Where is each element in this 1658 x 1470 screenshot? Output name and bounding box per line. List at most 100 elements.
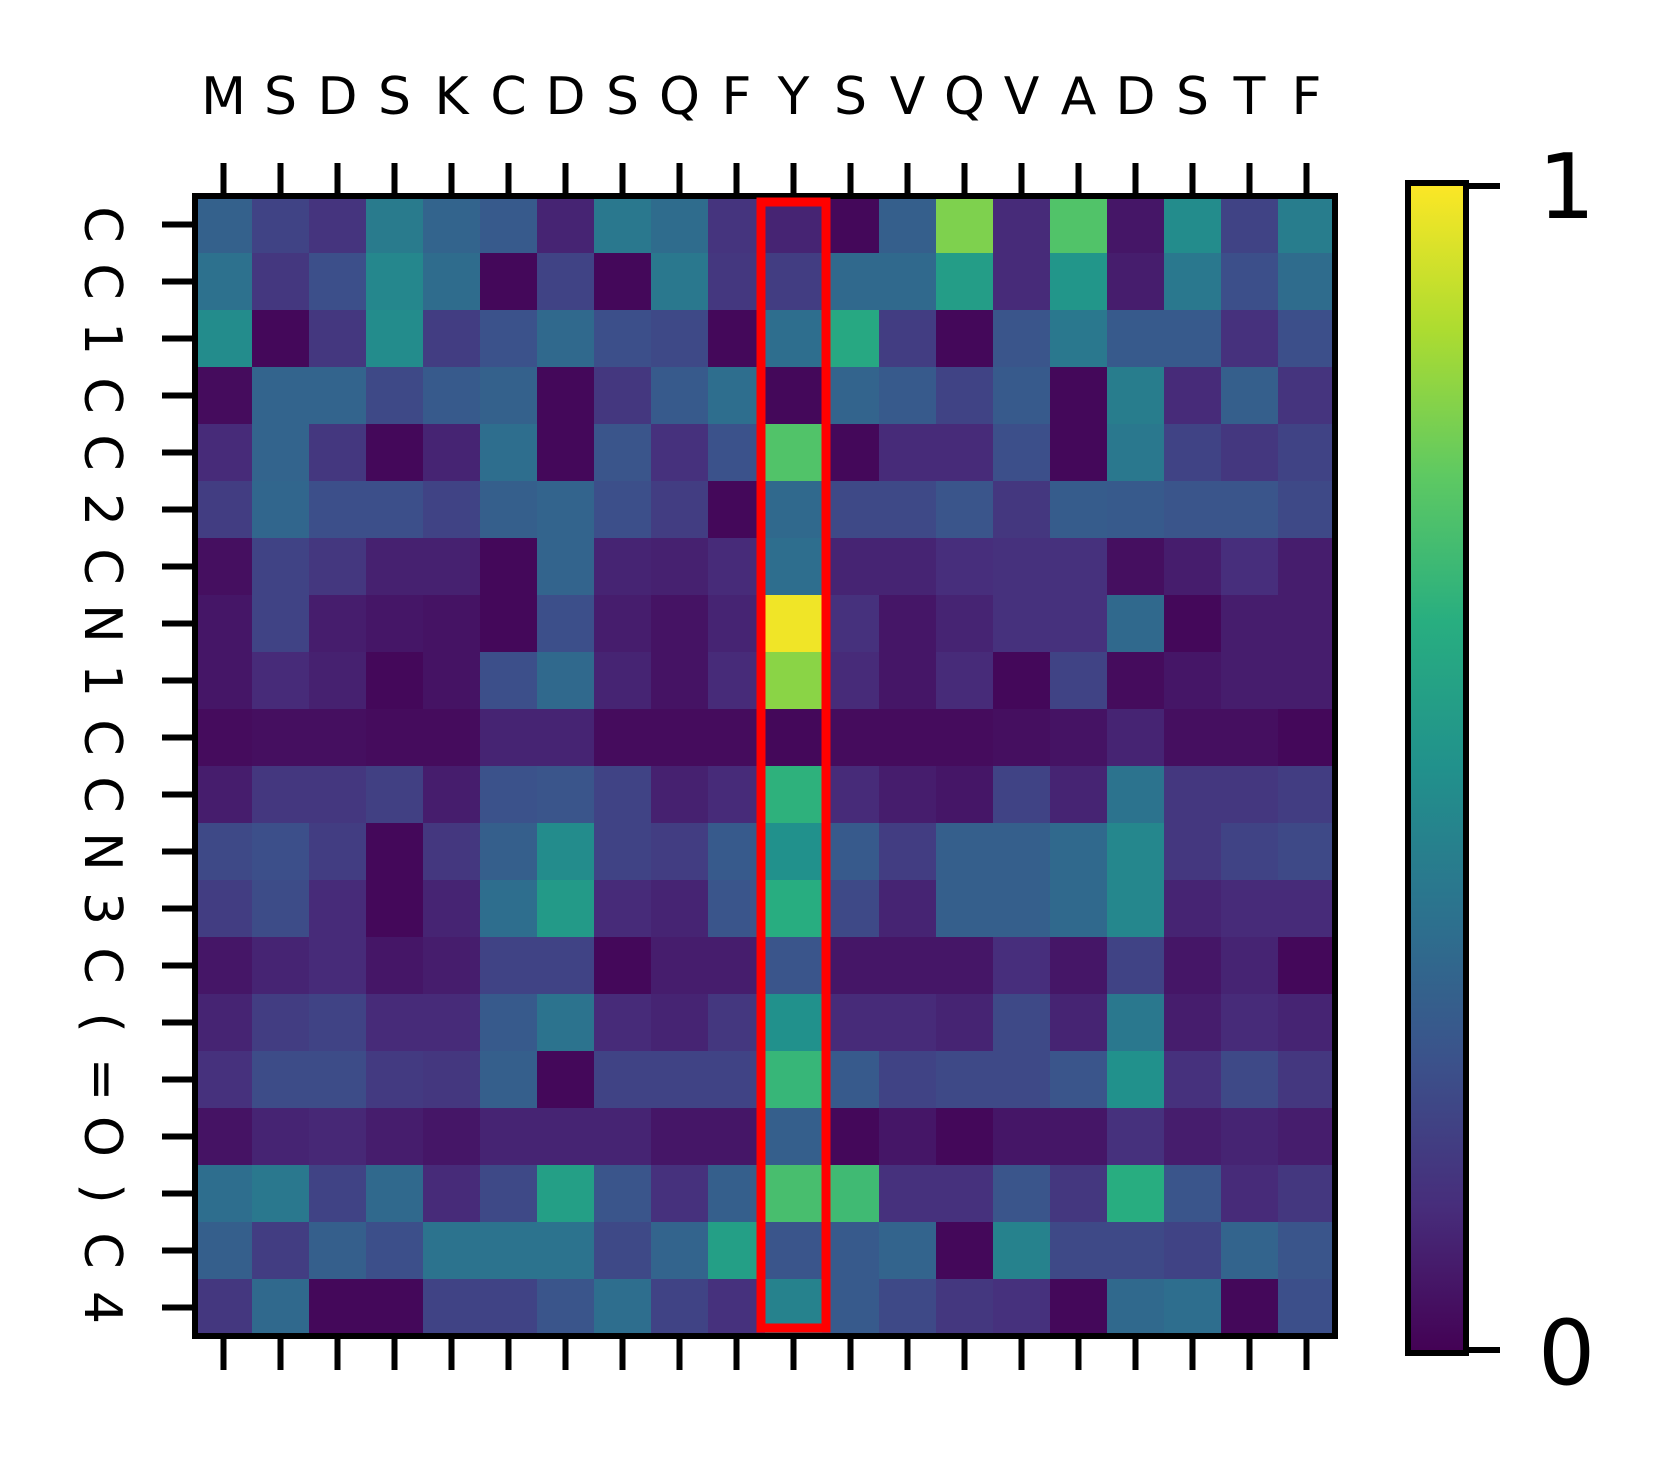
heatmap-cell-r9-c15 (1050, 709, 1108, 767)
heatmap-cell-r1-c8 (651, 253, 709, 311)
heatmap-cell-r1-c2 (309, 253, 367, 311)
heatmap-cell-r7-c14 (993, 595, 1051, 653)
heatmap-cell-r5-c3 (366, 481, 424, 539)
heatmap-cell-r10-c1 (252, 766, 310, 824)
heatmap-cell-r2-c19 (1278, 310, 1336, 368)
heatmap-cell-r2-c2 (309, 310, 367, 368)
heatmap-cell-r13-c3 (366, 937, 424, 995)
x-tick-label-15: A (1061, 67, 1097, 127)
heatmap-cell-r4-c0 (195, 424, 253, 482)
heatmap-cell-r1-c18 (1221, 253, 1279, 311)
heatmap-cell-r13-c7 (594, 937, 652, 995)
heatmap-cell-r15-c19 (1278, 1051, 1336, 1109)
heatmap-cell-r3-c19 (1278, 367, 1336, 425)
heatmap-cell-r14-c1 (252, 994, 310, 1052)
heatmap-cell-r10-c11 (822, 766, 880, 824)
heatmap-cell-r14-c14 (993, 994, 1051, 1052)
heatmap-cell-r11-c15 (1050, 823, 1108, 881)
heatmap-cell-r0-c8 (651, 196, 709, 254)
heatmap-cell-r18-c4 (423, 1222, 481, 1280)
heatmap-cell-r3-c18 (1221, 367, 1279, 425)
heatmap-cell-r13-c1 (252, 937, 310, 995)
heatmap-cell-r0-c13 (936, 196, 994, 254)
heatmap-cell-r14-c6 (537, 994, 595, 1052)
heatmap-cell-r12-c13 (936, 880, 994, 938)
heatmap-cell-r13-c0 (195, 937, 253, 995)
heatmap-cell-r16-c8 (651, 1108, 709, 1166)
heatmap-cell-r16-c2 (309, 1108, 367, 1166)
heatmap-cell-r15-c10 (765, 1051, 823, 1109)
heatmap-cell-r9-c8 (651, 709, 709, 767)
heatmap-cell-r13-c18 (1221, 937, 1279, 995)
heatmap-cell-r11-c13 (936, 823, 994, 881)
heatmap-cell-r15-c2 (309, 1051, 367, 1109)
heatmap-cell-r2-c10 (765, 310, 823, 368)
heatmap-cell-r11-c4 (423, 823, 481, 881)
heatmap-cell-r17-c5 (480, 1165, 538, 1223)
heatmap-cell-r7-c2 (309, 595, 367, 653)
heatmap-cell-r4-c12 (879, 424, 937, 482)
heatmap-cell-r16-c7 (594, 1108, 652, 1166)
heatmap-cell-r10-c6 (537, 766, 595, 824)
y-tick-label-5: 2 (72, 493, 132, 526)
heatmap-cell-r14-c19 (1278, 994, 1336, 1052)
heatmap-cell-r12-c18 (1221, 880, 1279, 938)
heatmap-cell-r11-c5 (480, 823, 538, 881)
heatmap-cell-r12-c9 (708, 880, 766, 938)
heatmap-cell-r8-c13 (936, 652, 994, 710)
heatmap-cell-r2-c3 (366, 310, 424, 368)
y-tick-label-9: C (72, 719, 132, 755)
heatmap-cell-r15-c13 (936, 1051, 994, 1109)
heatmap-cell-r14-c17 (1164, 994, 1222, 1052)
heatmap-cell-r16-c5 (480, 1108, 538, 1166)
heatmap-cell-r12-c14 (993, 880, 1051, 938)
heatmap-cell-r14-c16 (1107, 994, 1165, 1052)
x-tick-label-8: Q (659, 67, 700, 127)
heatmap-cell-r3-c9 (708, 367, 766, 425)
heatmap-cell-r6-c17 (1164, 538, 1222, 596)
heatmap-cell-r16-c16 (1107, 1108, 1165, 1166)
heatmap-cell-r10-c9 (708, 766, 766, 824)
heatmap-cell-r0-c4 (423, 196, 481, 254)
heatmap-cell-r8-c2 (309, 652, 367, 710)
heatmap-cell-r11-c18 (1221, 823, 1279, 881)
heatmap-cell-r1-c1 (252, 253, 310, 311)
heatmap-cell-r14-c8 (651, 994, 709, 1052)
heatmap-cell-r13-c5 (480, 937, 538, 995)
heatmap-cell-r12-c6 (537, 880, 595, 938)
colorbar-gradient (1408, 183, 1466, 1353)
heatmap-cell-r19-c19 (1278, 1279, 1336, 1337)
heatmap-cell-r2-c7 (594, 310, 652, 368)
heatmap-cell-r11-c7 (594, 823, 652, 881)
heatmap-cell-r18-c1 (252, 1222, 310, 1280)
heatmap-cell-r7-c16 (1107, 595, 1165, 653)
heatmap-cell-r4-c10 (765, 424, 823, 482)
heatmap-cells (195, 196, 1336, 1337)
heatmap-cell-r4-c17 (1164, 424, 1222, 482)
heatmap-cell-r12-c5 (480, 880, 538, 938)
heatmap-cell-r8-c14 (993, 652, 1051, 710)
heatmap-cell-r10-c10 (765, 766, 823, 824)
heatmap-cell-r15-c17 (1164, 1051, 1222, 1109)
heatmap-cell-r18-c6 (537, 1222, 595, 1280)
heatmap-cell-r5-c4 (423, 481, 481, 539)
heatmap-cell-r16-c15 (1050, 1108, 1108, 1166)
heatmap-cell-r8-c7 (594, 652, 652, 710)
heatmap-cell-r10-c16 (1107, 766, 1165, 824)
heatmap-cell-r4-c13 (936, 424, 994, 482)
heatmap-cell-r4-c3 (366, 424, 424, 482)
heatmap-cell-r5-c13 (936, 481, 994, 539)
heatmap-cell-r15-c7 (594, 1051, 652, 1109)
heatmap-cell-r19-c7 (594, 1279, 652, 1337)
heatmap-cell-r6-c19 (1278, 538, 1336, 596)
heatmap-cell-r13-c12 (879, 937, 937, 995)
heatmap-cell-r2-c11 (822, 310, 880, 368)
heatmap-cell-r16-c13 (936, 1108, 994, 1166)
heatmap-cell-r11-c2 (309, 823, 367, 881)
heatmap-cell-r7-c10 (765, 595, 823, 653)
heatmap-cell-r18-c7 (594, 1222, 652, 1280)
x-tick-label-0: M (201, 67, 246, 127)
heatmap-cell-r14-c4 (423, 994, 481, 1052)
y-tick-label-11: N (72, 832, 132, 871)
heatmap-cell-r16-c6 (537, 1108, 595, 1166)
